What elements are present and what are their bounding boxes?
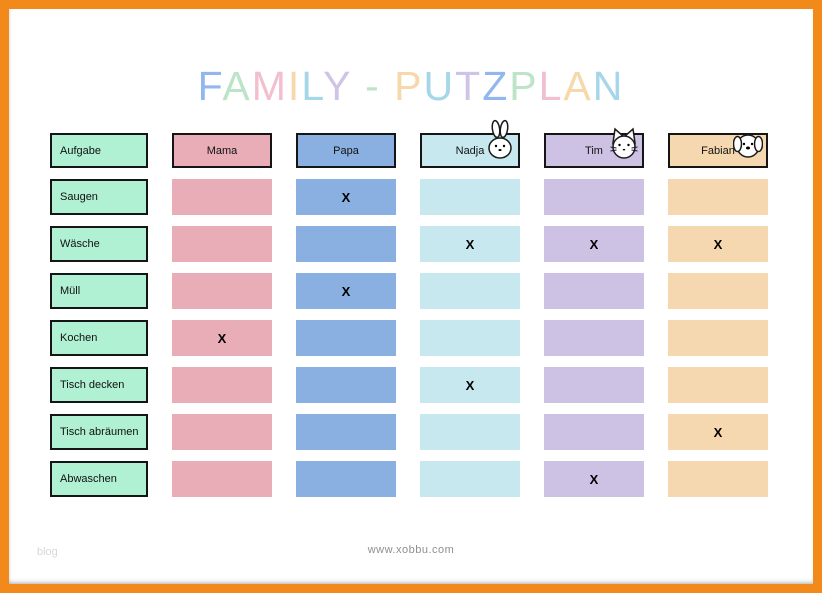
mark-cell-nadja-wäsche: X	[420, 226, 520, 262]
mark-cell-papa-müll: X	[296, 273, 396, 309]
sheet: FAMILY - PUTZPLAN Aufgabe Mama Papa Nadja Ti…	[9, 9, 813, 584]
page-title: FAMILY - PUTZPLAN	[197, 63, 625, 109]
mark-cell-fabian-tisch-abräumen: X	[668, 414, 768, 450]
mark-cell-nadja-tisch-decken: X	[420, 367, 520, 403]
column-header-label: Mama	[206, 144, 238, 157]
mark-cell-mama-wäsche	[172, 226, 272, 262]
mark-cell-papa-abwaschen	[296, 461, 396, 497]
column-header-nadja: Nadja	[420, 119, 520, 168]
column-header-papa: Papa	[296, 133, 396, 168]
column-header-fabian: Fabian	[668, 133, 768, 168]
task-label-kochen: Kochen	[50, 320, 148, 356]
mark-cell-fabian-tisch-decken	[668, 367, 768, 403]
mark-cell-fabian-kochen	[668, 320, 768, 356]
mark-cell-nadja-tisch-abräumen	[420, 414, 520, 450]
putzplan-table: Aufgabe Mama Papa Nadja Tim Fabian Saugen X Wäsc…	[50, 119, 768, 497]
mark-cell-tim-saugen	[544, 179, 644, 215]
mark-cell-mama-tisch-abräumen	[172, 414, 272, 450]
mark-cell-tim-tisch-abräumen	[544, 414, 644, 450]
task-column-header: Aufgabe	[50, 133, 148, 168]
mark-cell-tim-tisch-decken	[544, 367, 644, 403]
mark-cell-fabian-müll	[668, 273, 768, 309]
task-label-tisch-decken: Tisch decken	[50, 367, 148, 403]
task-label-saugen: Saugen	[50, 179, 148, 215]
mark-cell-nadja-abwaschen	[420, 461, 520, 497]
mark-cell-tim-kochen	[544, 320, 644, 356]
mark-cell-papa-wäsche	[296, 226, 396, 262]
footer-url: www.xobbu.com	[367, 544, 455, 556]
task-label-wäsche: Wäsche	[50, 226, 148, 262]
column-header-mama: Mama	[172, 133, 272, 168]
column-header-label: Nadja	[455, 144, 485, 157]
blog-watermark: blog	[37, 546, 58, 558]
mark-cell-mama-saugen	[172, 179, 272, 215]
task-label-tisch-abräumen: Tisch abräumen	[50, 414, 148, 450]
mark-cell-tim-wäsche: X	[544, 226, 644, 262]
bunny-icon	[485, 119, 515, 161]
mark-cell-tim-abwaschen: X	[544, 461, 644, 497]
task-label-müll: Müll	[50, 273, 148, 309]
column-header-tim: Tim	[544, 127, 644, 168]
mark-cell-nadja-müll	[420, 273, 520, 309]
mark-cell-fabian-saugen	[668, 179, 768, 215]
mark-cell-mama-abwaschen	[172, 461, 272, 497]
mark-cell-fabian-wäsche: X	[668, 226, 768, 262]
mark-cell-nadja-saugen	[420, 179, 520, 215]
mark-cell-tim-müll	[544, 273, 644, 309]
mark-cell-mama-tisch-decken	[172, 367, 272, 403]
mark-cell-mama-kochen: X	[172, 320, 272, 356]
dog-icon	[733, 119, 763, 161]
mark-cell-mama-müll	[172, 273, 272, 309]
mark-cell-nadja-kochen	[420, 320, 520, 356]
mark-cell-papa-tisch-decken	[296, 367, 396, 403]
cat-icon	[609, 119, 639, 161]
mark-cell-papa-kochen	[296, 320, 396, 356]
mark-cell-papa-tisch-abräumen	[296, 414, 396, 450]
mark-cell-fabian-abwaschen	[668, 461, 768, 497]
task-label-abwaschen: Abwaschen	[50, 461, 148, 497]
column-header-label: Fabian	[701, 144, 735, 157]
column-header-label: Tim	[585, 144, 603, 157]
column-header-label: Papa	[333, 144, 359, 157]
mark-cell-papa-saugen: X	[296, 179, 396, 215]
